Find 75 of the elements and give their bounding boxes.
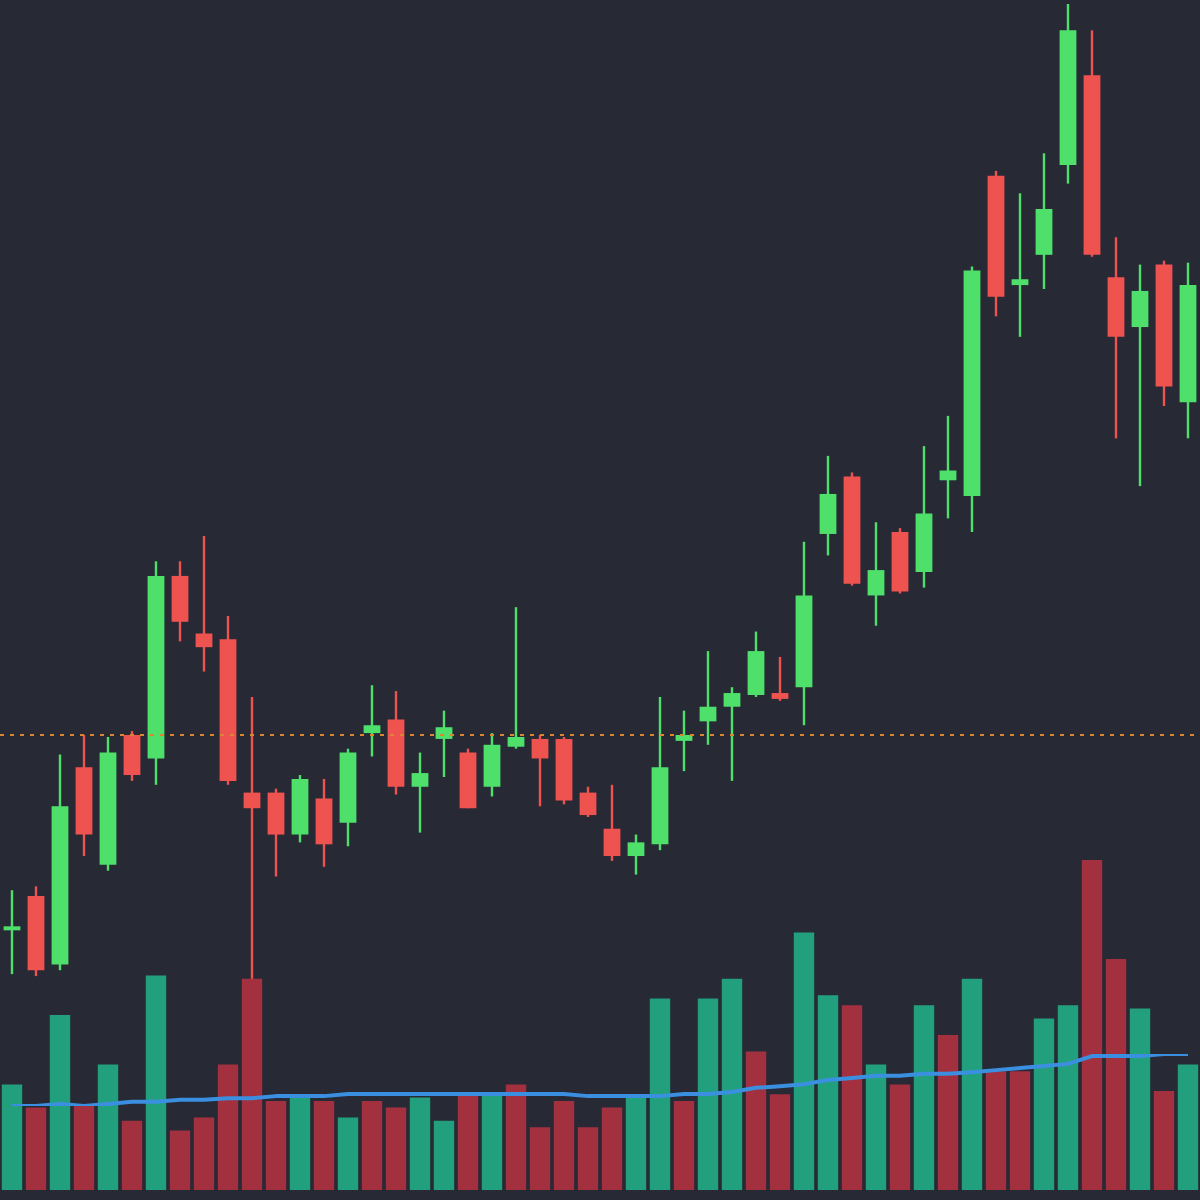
- bar: [361, 1100, 383, 1190]
- candlestick: [771, 655, 789, 703]
- bar: [721, 978, 743, 1190]
- bar: [985, 1071, 1007, 1190]
- candlestick: [1011, 192, 1029, 339]
- candlestick: [627, 833, 645, 876]
- bar: [1009, 1071, 1031, 1190]
- candlestick: [435, 709, 453, 779]
- candlestick: [867, 521, 885, 627]
- bar: [481, 1094, 503, 1190]
- bar: [649, 998, 671, 1190]
- bar: [1081, 860, 1103, 1190]
- candlestick: [579, 785, 597, 819]
- bar: [313, 1100, 335, 1190]
- bar: [553, 1100, 575, 1190]
- bar: [25, 1107, 47, 1190]
- candlestick: [267, 787, 285, 878]
- bar: [1, 1084, 23, 1190]
- bar: [793, 932, 815, 1190]
- bar: [937, 1034, 959, 1190]
- bar: [289, 1097, 311, 1190]
- bar: [1057, 1005, 1079, 1190]
- bar: [505, 1084, 527, 1190]
- bar: [169, 1130, 191, 1190]
- bar: [337, 1117, 359, 1190]
- bar: [241, 978, 263, 1190]
- candlestick: [195, 534, 213, 673]
- bar: [529, 1127, 551, 1190]
- candlestick: [1035, 152, 1053, 291]
- candlestick: [483, 731, 501, 798]
- bar: [697, 998, 719, 1190]
- candlestick: [819, 454, 837, 557]
- bar: [841, 1005, 863, 1190]
- candlestick: [171, 560, 189, 643]
- bar: [625, 1097, 647, 1190]
- bar: [145, 975, 167, 1190]
- bar: [817, 995, 839, 1190]
- bar: [49, 1015, 71, 1190]
- candlestick: [123, 729, 141, 783]
- candlestick: [699, 649, 717, 746]
- bar: [385, 1107, 407, 1190]
- bar: [673, 1100, 695, 1190]
- bar: [409, 1097, 431, 1190]
- bar: [889, 1084, 911, 1190]
- bar: [73, 1104, 95, 1190]
- bar: [769, 1094, 791, 1190]
- bar: [1177, 1064, 1199, 1190]
- bar: [1153, 1091, 1175, 1190]
- bar: [217, 1064, 239, 1190]
- candlestick: [315, 777, 333, 868]
- candlestick: [411, 751, 429, 834]
- bar: [961, 978, 983, 1190]
- bar: [601, 1107, 623, 1190]
- candlestick: [603, 783, 621, 863]
- bar: [577, 1127, 599, 1190]
- bar: [97, 1064, 119, 1190]
- bar: [193, 1117, 215, 1190]
- bar: [745, 1051, 767, 1190]
- bar: [433, 1120, 455, 1190]
- candlestick: [675, 709, 693, 773]
- bar: [1105, 959, 1127, 1190]
- candlestick: [531, 733, 549, 808]
- candlestick: [1131, 263, 1149, 488]
- bar: [1033, 1018, 1055, 1190]
- bar: [265, 1100, 287, 1190]
- bar: [121, 1120, 143, 1190]
- candlestick: [723, 686, 741, 783]
- bar: [913, 1005, 935, 1190]
- bar: [865, 1064, 887, 1190]
- candlestick: [3, 889, 21, 976]
- candlestick: [747, 630, 765, 699]
- bar: [1129, 1008, 1151, 1190]
- candlestick: [507, 605, 525, 750]
- candlestick: [363, 684, 381, 758]
- bar: [457, 1094, 479, 1190]
